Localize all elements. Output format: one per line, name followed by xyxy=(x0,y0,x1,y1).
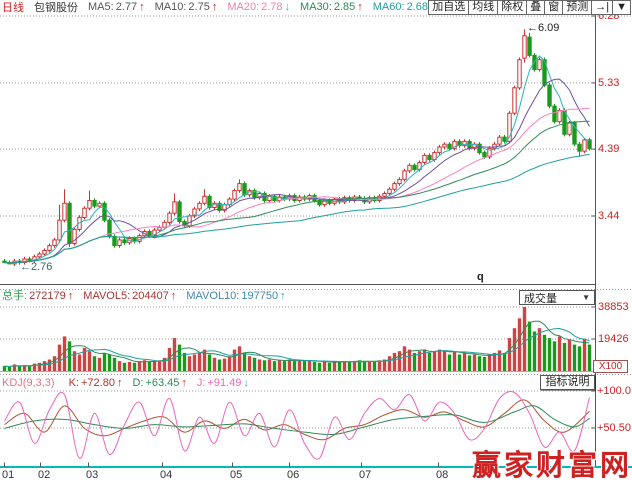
j-value-readout: J: +91.49 ↓ xyxy=(197,377,249,390)
ma-value: 2.85 xyxy=(333,1,356,13)
ma-readout-list: MA5: 2.77 ↑ MA10: 2.75 ↑ MA20: 2.78 ↓ MA30: 2.85 ↑ M… xyxy=(88,1,435,14)
k-value-readout: K: +72.80 ↑ xyxy=(69,377,123,390)
ma-label: MA5: xyxy=(88,1,114,13)
mavol10-readout: MAVOL10: 197750 ↑ xyxy=(186,290,285,303)
price-axis-label: 5.33 xyxy=(598,76,620,89)
overlay-button[interactable]: 叠 xyxy=(526,0,546,15)
readout-value: 272179 xyxy=(29,290,66,302)
year-axis-label: 02 xyxy=(38,469,51,481)
period-label: 日线 xyxy=(2,1,24,14)
mavol5-readout: MAVOL5: 204407 ↑ xyxy=(83,290,176,303)
stock-name: 包钢股份 xyxy=(34,1,78,14)
volume-header: 总手: 272179 ↑ MAVOL5: 204407 ↑ MAVOL10: 197750 ↑ xyxy=(2,290,286,303)
year-axis-label: 06 xyxy=(287,469,300,481)
volume-axis-label: 19426 xyxy=(598,333,629,345)
readout-label: MAVOL10: xyxy=(186,290,240,302)
readout-value: +91.49 xyxy=(207,377,242,389)
toolbar-readouts: 日线 包钢股份 MA5: 2.77 ↑ MA10: 2.75 ↑ MA20: 2.78 ↓ MA3… xyxy=(2,1,435,14)
ex-rights-button[interactable]: 除权 xyxy=(497,0,528,15)
toolbar-buttons: 加自选 均线 除权叠窗预测 →| ▼ xyxy=(428,0,631,15)
q-annotation: q xyxy=(477,271,484,283)
readout-label: J: xyxy=(196,377,206,389)
ma-readout-2: MA20: 2.78 ↓ xyxy=(227,1,290,14)
price-axis-label: 3.44 xyxy=(598,210,620,222)
chevron-down-icon: ▼ xyxy=(582,293,590,302)
kdj-axis-label: +50.50 xyxy=(597,422,631,434)
year-axis-label: 08 xyxy=(436,469,449,481)
ma-value: 2.68 xyxy=(406,1,428,13)
trend-arrow-icon: ↑ xyxy=(170,290,177,302)
year-axis-label: 01 xyxy=(2,469,15,481)
total-volume-readout: 总手: 272179 ↑ xyxy=(2,290,73,303)
readout-label: 总手: xyxy=(2,290,28,302)
window-button[interactable]: 窗 xyxy=(544,0,564,15)
trend-arrow-icon: ↑ xyxy=(67,290,74,302)
year-axis-label: 03 xyxy=(86,469,99,481)
ma-label: MA30: xyxy=(300,1,332,13)
ma-value: 2.78 xyxy=(261,1,283,13)
volume-indicator-label: 成交量 xyxy=(524,292,557,305)
trend-arrow-icon: ↑ xyxy=(116,377,123,389)
ma-label: MA20: xyxy=(227,1,260,13)
ma-readout-3: MA30: 2.85 ↑ xyxy=(300,1,363,14)
ma-value: 2.77 xyxy=(115,1,138,13)
kdj-header: KDJ(9,3,3) K: +72.80 ↑ D: +63.45 ↑ J: +91.49 ↓ xyxy=(2,377,249,390)
dropdown-arrow-icon[interactable]: ▼ xyxy=(612,0,631,15)
ma-readout-0: MA5: 2.77 ↑ xyxy=(88,1,145,14)
year-axis-label: 05 xyxy=(230,469,243,481)
next-page-icon[interactable]: →| xyxy=(591,0,614,15)
ma-readout-1: MA10: 2.75 ↑ xyxy=(155,1,218,14)
trend-arrow-icon: ↓ xyxy=(284,1,291,13)
kdj-axis-label: +100.0 xyxy=(597,385,631,397)
trend-arrow-icon: ↑ xyxy=(211,1,218,13)
ma-label: MA10: xyxy=(154,1,187,13)
low-price-annotation: ←2.76 xyxy=(20,261,53,273)
readout-label: D: xyxy=(132,377,144,389)
ma-value: 2.75 xyxy=(188,1,210,13)
readout-value: +63.45 xyxy=(145,377,180,389)
d-value-readout: D: +63.45 ↑ xyxy=(132,377,186,390)
ma-label: MA60: xyxy=(372,1,405,13)
volume-unit-label: X100 xyxy=(593,360,628,373)
trend-arrow-icon: ↑ xyxy=(139,1,145,13)
readout-label: KDJ(9,3,3) xyxy=(2,377,55,389)
readout-value: 197750 xyxy=(241,290,279,302)
trend-arrow-icon: ↑ xyxy=(357,1,363,13)
year-axis-label: 07 xyxy=(359,469,372,481)
volume-axis-label: 38853 xyxy=(598,301,629,313)
add-watchlist-button[interactable]: 加自选 xyxy=(428,0,470,15)
readout-label: MAVOL5: xyxy=(83,290,131,302)
forecast-button[interactable]: 预测 xyxy=(562,0,593,15)
readout-value: +72.80 xyxy=(80,377,115,389)
kdj-params-label: KDJ(9,3,3) xyxy=(2,377,59,390)
indicator-help-button[interactable]: 指标说明 xyxy=(540,375,595,390)
trend-arrow-icon: ↑ xyxy=(280,290,286,302)
year-axis-label: 04 xyxy=(160,469,173,481)
volume-indicator-select[interactable]: 成交量 ▼ xyxy=(519,290,595,305)
readout-label: K: xyxy=(68,377,79,389)
price-axis-label: 4.39 xyxy=(598,143,620,156)
trend-arrow-icon: ↓ xyxy=(243,377,249,389)
ma-lines-button[interactable]: 均线 xyxy=(468,0,499,15)
readout-value: 204407 xyxy=(132,290,169,302)
trend-arrow-icon: ↑ xyxy=(181,377,187,389)
ma-readout-4: MA60:2.68↑ xyxy=(373,1,436,14)
peak-price-annotation: ←6.09 xyxy=(527,22,560,34)
watermark: 赢家财富网 xyxy=(471,448,632,482)
